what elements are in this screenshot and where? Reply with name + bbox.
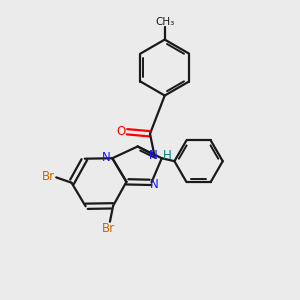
Text: Br: Br	[102, 222, 115, 235]
Text: CH₃: CH₃	[155, 17, 174, 27]
Text: N: N	[148, 149, 157, 162]
Text: H: H	[162, 149, 171, 162]
Text: N: N	[150, 178, 159, 191]
Text: N: N	[101, 151, 110, 164]
Text: O: O	[116, 125, 125, 138]
Text: Br: Br	[41, 170, 55, 183]
